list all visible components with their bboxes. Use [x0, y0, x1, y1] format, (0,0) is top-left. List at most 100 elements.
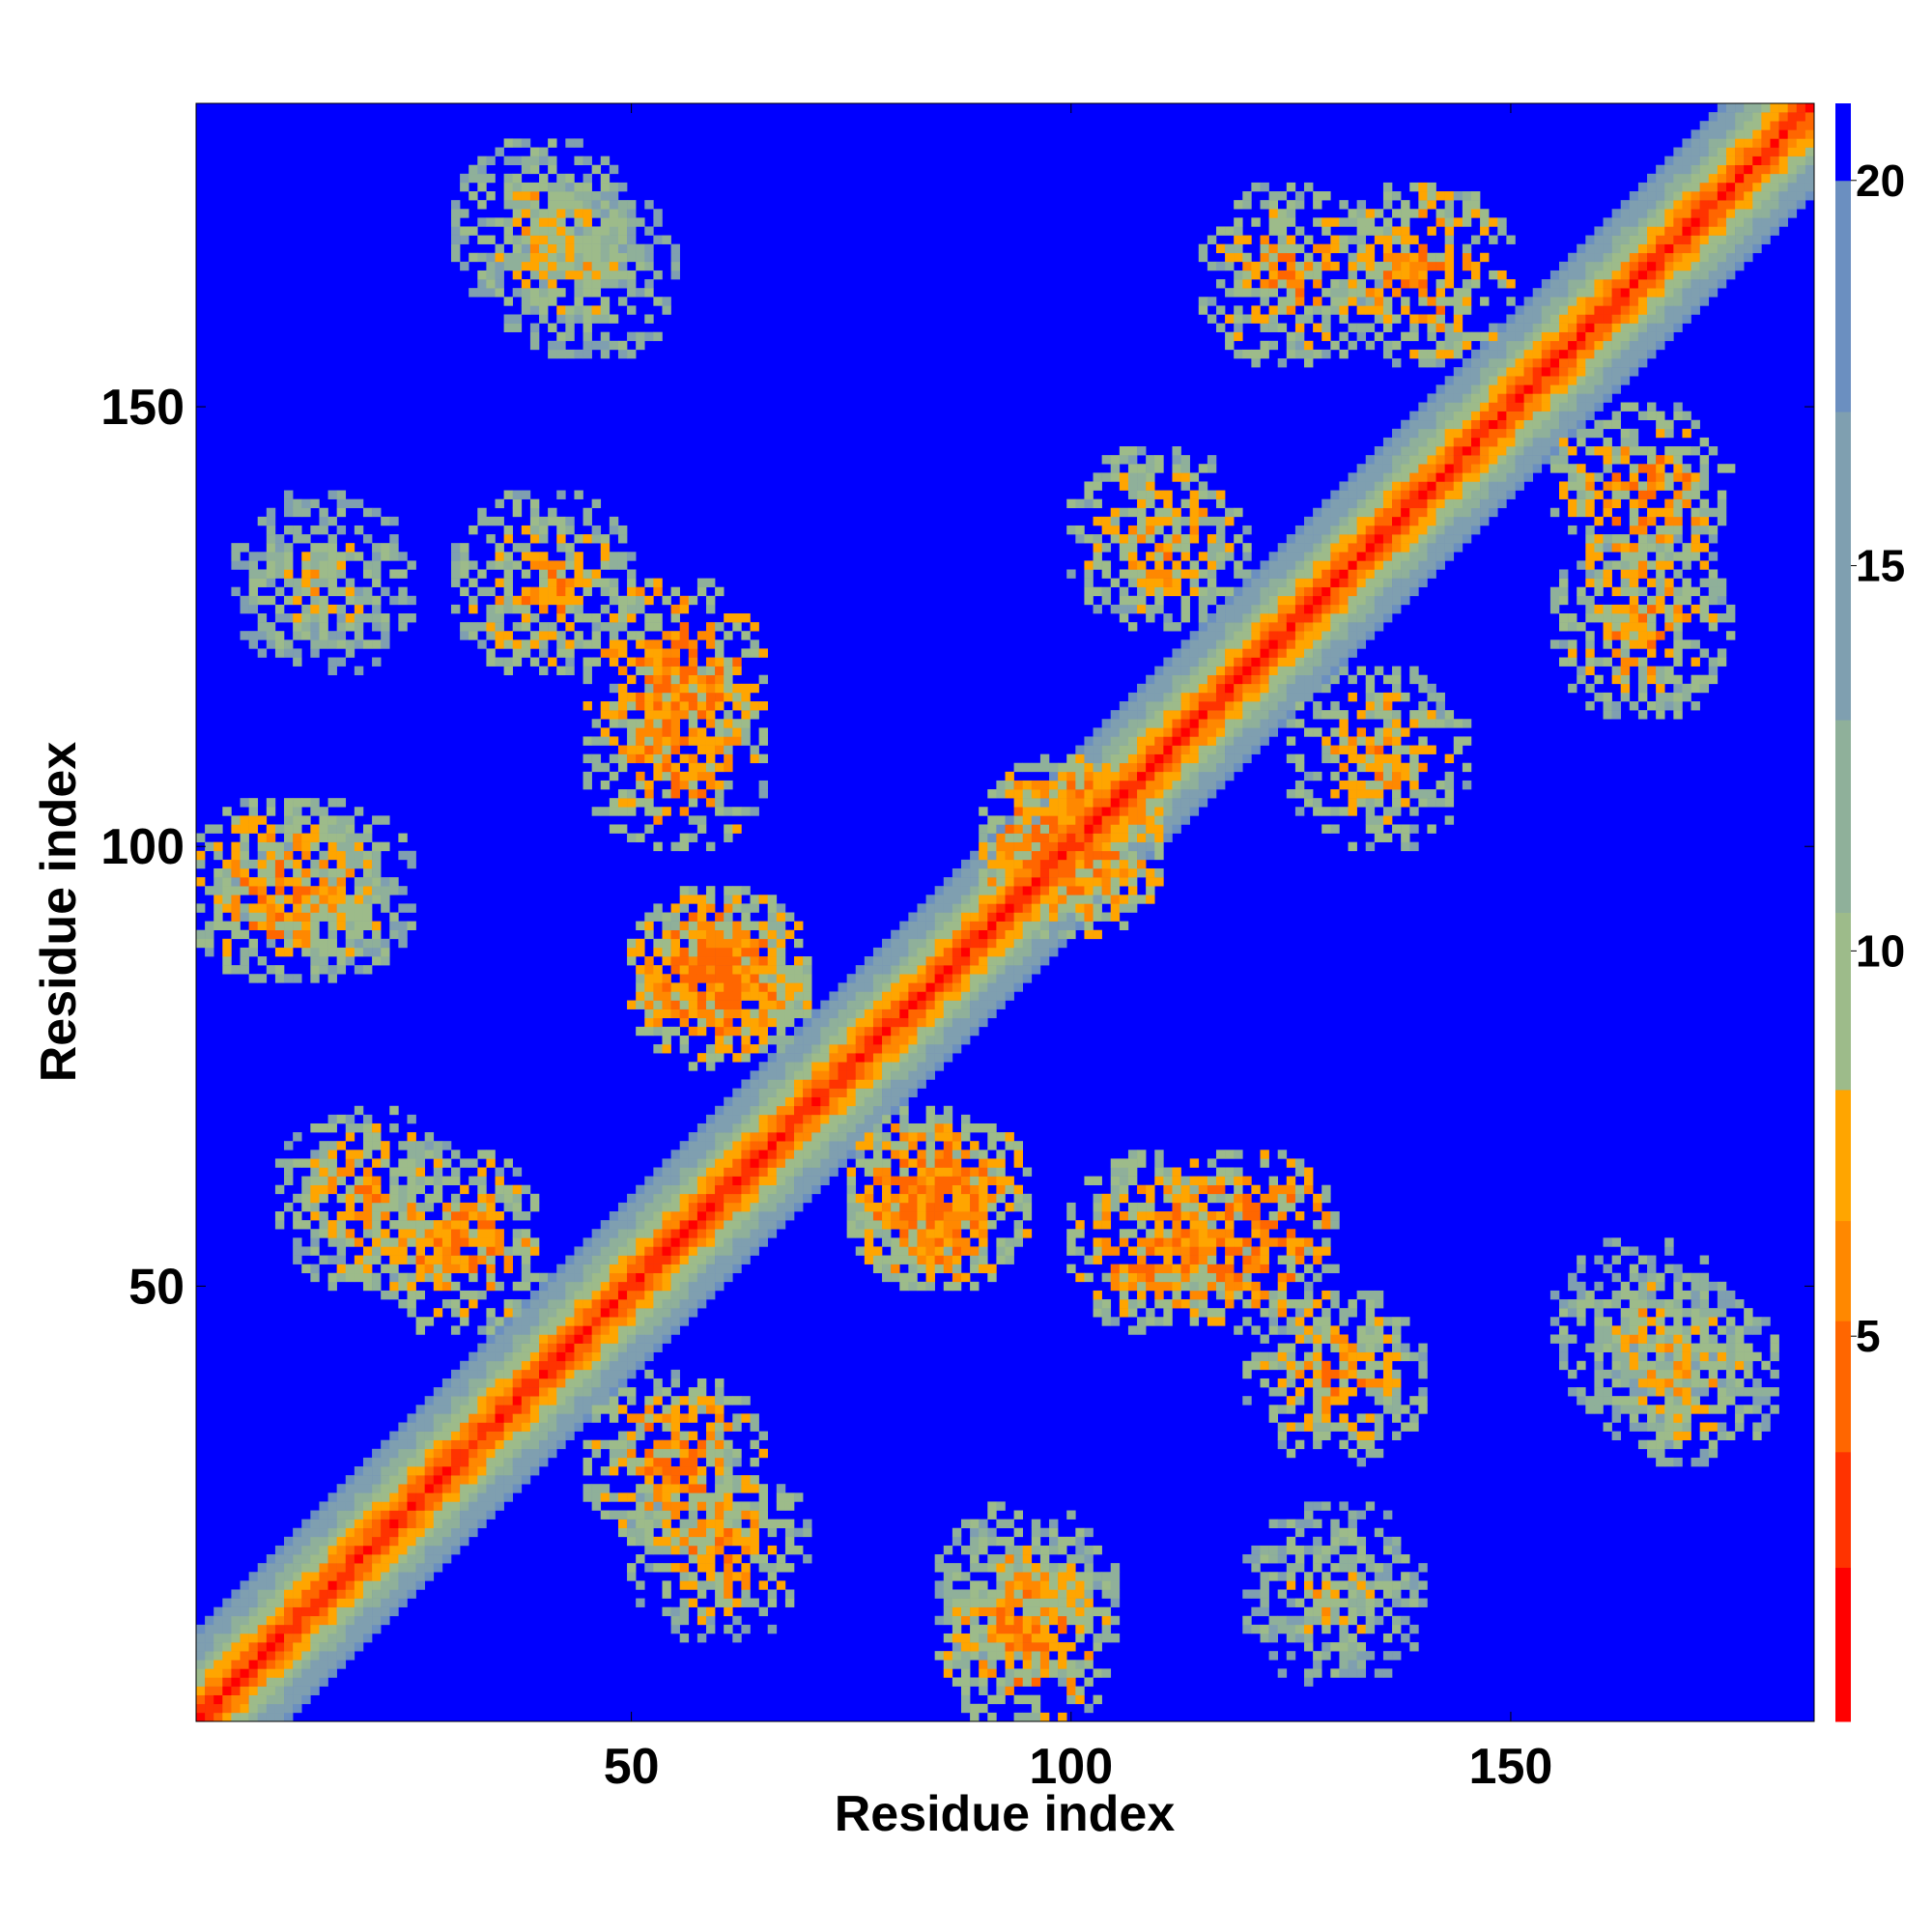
heatmap-cell: [310, 912, 320, 922]
heatmap-cell: [450, 1281, 461, 1292]
heatmap-cell: [407, 1308, 416, 1318]
heatmap-cell: [441, 1378, 452, 1388]
heatmap-cell: [460, 1202, 469, 1212]
heatmap-cell: [899, 956, 909, 966]
heatmap-cell: [662, 1475, 671, 1485]
heatmap-cell: [644, 243, 654, 254]
heatmap-cell: [838, 1088, 847, 1097]
heatmap-cell: [705, 921, 716, 930]
heatmap-cell: [670, 1193, 680, 1204]
heatmap-cell: [213, 1633, 223, 1643]
heatmap-cell: [1031, 1703, 1041, 1714]
heatmap-cell: [548, 1413, 557, 1423]
heatmap-cell: [521, 1308, 531, 1318]
heatmap-cell: [970, 991, 980, 1001]
heatmap-cell: [240, 1677, 249, 1687]
heatmap-cell: [820, 1035, 830, 1045]
heatmap-cell: [741, 1096, 751, 1107]
heatmap-cell: [872, 1167, 883, 1177]
heatmap-cell: [952, 1220, 962, 1230]
heatmap-cell: [882, 1184, 892, 1195]
heatmap-cell: [917, 1184, 926, 1195]
heatmap-cell: [750, 1176, 759, 1185]
heatmap-cell: [917, 1211, 926, 1221]
heatmap-cell: [257, 815, 268, 825]
heatmap-cell: [899, 1132, 909, 1142]
heatmap-cell: [908, 1220, 918, 1230]
heatmap-cell: [979, 1202, 988, 1212]
heatmap-cell: [336, 1615, 347, 1626]
heatmap-cell: [979, 895, 988, 904]
heatmap-cell: [609, 191, 619, 201]
heatmap-cell: [1022, 1211, 1033, 1221]
heatmap-cell: [574, 349, 583, 359]
heatmap-cell: [715, 807, 724, 816]
heatmap-cell: [293, 929, 302, 940]
heatmap-cell: [548, 270, 557, 280]
heatmap-cell: [354, 604, 364, 614]
heatmap-cell: [345, 1642, 355, 1652]
heatmap-cell: [715, 1211, 724, 1221]
heatmap-cell: [469, 1484, 478, 1493]
heatmap-cell: [582, 349, 592, 359]
heatmap-cell: [327, 974, 337, 983]
heatmap-cell: [372, 1122, 382, 1133]
heatmap-cell: [248, 631, 259, 640]
heatmap-cell: [354, 1606, 364, 1617]
heatmap-cell: [882, 1158, 892, 1168]
heatmap-cell: [979, 1229, 988, 1238]
heatmap-cell: [460, 1475, 469, 1485]
heatmap-cell: [424, 1229, 435, 1238]
heatmap-cell: [354, 903, 364, 913]
heatmap-cell: [855, 1070, 866, 1080]
heatmap-cell: [609, 648, 619, 658]
heatmap-cell: [486, 1158, 496, 1168]
heatmap-cell: [565, 305, 575, 315]
heatmap-cell: [925, 974, 935, 983]
heatmap-cell: [284, 947, 294, 957]
heatmap-cell: [600, 1317, 611, 1326]
heatmap-cell: [696, 1554, 707, 1564]
heatmap-cell: [803, 1044, 812, 1054]
heatmap-cell: [469, 1290, 478, 1300]
heatmap-cell: [284, 639, 294, 649]
heatmap-cell: [477, 1413, 487, 1423]
heatmap-cell: [846, 1088, 857, 1097]
heatmap-cell: [600, 543, 611, 553]
heatmap-cell: [960, 1677, 971, 1687]
heatmap-cell: [644, 824, 654, 834]
heatmap-cell: [811, 1184, 821, 1195]
heatmap-cell: [301, 867, 311, 878]
heatmap-cell: [310, 1624, 320, 1634]
heatmap-cell: [327, 1229, 337, 1238]
heatmap-cell: [670, 1290, 680, 1300]
heatmap-cell: [820, 1009, 830, 1019]
heatmap-cell: [776, 1132, 786, 1142]
heatmap-cell: [715, 1255, 724, 1264]
heatmap-cell: [784, 1184, 795, 1195]
heatmap-cell: [662, 1158, 671, 1168]
heatmap-cell: [336, 552, 347, 561]
heatmap-cell: [372, 1457, 382, 1467]
heatmap-cell: [715, 1150, 724, 1159]
heatmap-cell: [293, 859, 302, 869]
heatmap-cell: [503, 1334, 514, 1344]
heatmap-cell: [381, 903, 390, 913]
heatmap-cell: [450, 235, 461, 244]
heatmap-cell: [741, 912, 751, 922]
heatmap-cell: [407, 1114, 416, 1124]
heatmap-cell: [688, 1281, 698, 1292]
heatmap-cell: [767, 1070, 778, 1080]
heatmap-cell: [934, 1035, 945, 1045]
heatmap-cell: [469, 1255, 478, 1264]
heatmap-cell: [724, 1132, 733, 1142]
heatmap-cell: [477, 164, 487, 175]
heatmap-cell: [284, 1624, 294, 1634]
heatmap-cell: [354, 895, 364, 904]
heatmap-cell: [539, 297, 549, 306]
heatmap-cell: [670, 947, 680, 957]
heatmap-cell: [495, 1281, 504, 1292]
heatmap-cell: [908, 956, 918, 966]
heatmap-cell: [705, 1457, 716, 1467]
heatmap-cell: [441, 1281, 452, 1292]
